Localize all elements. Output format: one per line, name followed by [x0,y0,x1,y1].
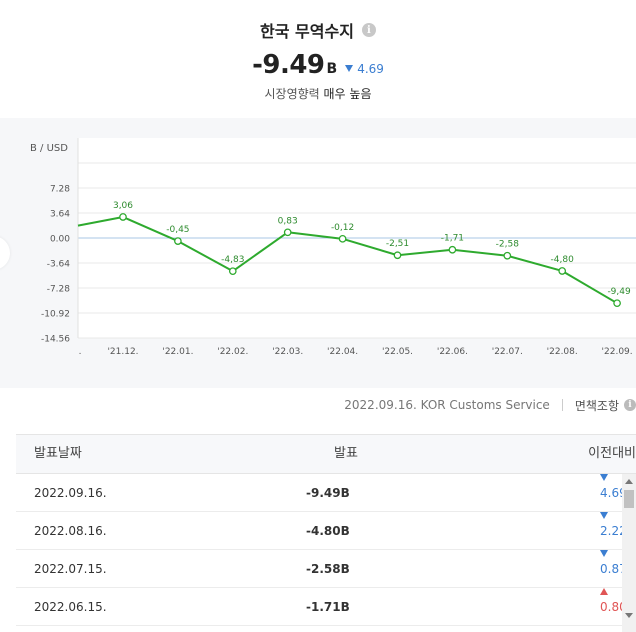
table-row: 2022.06.15. -1.71B 0.80 [16,588,636,626]
row-value: -2.58B [306,562,350,576]
down-arrow-icon [600,474,608,481]
data-label: -0,45 [166,225,189,235]
data-point [503,251,512,260]
x-tick-label: '22.03. [272,347,303,357]
data-label: -4,83 [221,255,244,265]
row-date: 2022.07.15. [34,562,107,576]
y-tick-label: -3.64 [47,260,71,270]
data-point [283,228,292,237]
x-tick-label: '22.01. [162,347,193,357]
data-label: -0,12 [331,223,354,233]
table-row: 2022.08.16. -4.80B 2.22 [16,512,636,550]
divider [561,399,563,411]
y-axis-label: B / USD [30,143,68,154]
row-value: -1.71B [306,600,350,614]
data-point [613,299,621,308]
y-tick-label: 7.28 [50,185,70,195]
row-change-value: 2.22 [600,524,627,538]
trade-balance-chart: B / USD 7.28 3.64 0.00 -3.64 -7.28 -10.92 -14.5… [30,138,636,357]
scroll-thumb[interactable] [624,490,634,508]
data-label: -9,49 [607,287,631,297]
data-label: -2,58 [496,240,520,250]
data-label: -2,51 [386,239,409,249]
y-tick-label: 0.00 [50,235,70,245]
data-label: -4,80 [551,255,575,265]
table-row: 2022.07.15. -2.58B 0.87 [16,550,636,588]
title-row: 한국 무역수지 i [0,18,636,42]
y-tick-label: 3.64 [50,210,70,220]
indicator-header: 한국 무역수지 i -9.49 B 4.69 시장영향력 매우 높음 [0,0,636,118]
data-point [558,267,567,275]
down-arrow-icon [600,550,608,557]
page-title: 한국 무역수지 [260,22,354,41]
y-tick-label: -7.28 [47,285,71,295]
table-header: 발표날짜 발표 이전대비 [16,434,636,474]
down-arrow-icon [600,512,608,519]
row-value: -4.80B [306,524,350,538]
data-point [338,234,347,243]
current-value-row: -9.49 B 4.69 [0,50,636,80]
current-value-unit: B [326,61,338,77]
current-value: -9.49 [252,50,325,80]
row-change-value: 4.69 [600,486,627,500]
x-tick-label: '22.06. [437,347,468,357]
scroll-up-icon[interactable] [625,479,633,484]
table-row: 2022.09.16. -9.49B 4.69 [16,474,636,512]
row-change-value: 0.80 [600,600,627,614]
release-history-table: 발표날짜 발표 이전대비 2022.09.16. -9.49B 4.69 202… [16,434,636,626]
data-label: -1,71 [441,234,464,244]
row-value: -9.49B [306,486,350,500]
table-scrollbar[interactable] [622,474,636,632]
source-text: 2022.09.16. KOR Customs Service [344,398,550,412]
scroll-down-icon[interactable] [625,613,633,618]
impact-label: 시장영향력 [264,87,320,101]
data-point [393,251,402,260]
y-tick-label: -10.92 [41,310,70,320]
data-point [228,267,237,276]
data-point [174,237,182,245]
data-label: 3,06 [113,201,133,211]
down-arrow-icon [345,65,354,72]
row-change-value: 0.87 [600,562,627,576]
header-change: 이전대비 [588,446,636,461]
info-icon[interactable]: i [361,23,376,37]
x-tick-label: '22.02. [217,347,248,357]
up-arrow-icon [600,588,608,595]
header-date: 발표날짜 [34,446,82,461]
row-date: 2022.08.16. [34,524,107,538]
header-value: 발표 [334,446,358,461]
chart-area: B / USD 7.28 3.64 0.00 -3.64 -7.28 -10.92 -14.5… [0,118,636,388]
row-date: 2022.06.15. [34,600,107,614]
info-icon[interactable]: i [624,399,636,411]
row-date: 2022.09.16. [34,486,107,500]
x-tick-label: '22.04. [327,347,358,357]
source-row: 2022.09.16. KOR Customs Service 면책조항 i [0,396,636,414]
data-label: 0,83 [278,216,298,226]
x-tick-label: '22.09. [602,347,633,357]
impact-value: 매우 높음 [323,87,372,101]
x-tick-label: '22.05. [382,347,413,357]
disclaimer-link[interactable]: 면책조항 [574,398,619,413]
change-value: 4.69 [357,62,384,76]
data-point [448,245,457,254]
x-tick-label: '22.07. [492,347,523,357]
x-tick-label: . [79,347,82,357]
x-tick-label: '21.12. [107,347,138,357]
y-tick-label: -14.56 [41,335,70,345]
x-tick-label: '22.08. [547,347,578,357]
market-impact: 시장영향력 매우 높음 [0,85,636,102]
data-point [119,213,127,221]
change-badge: 4.69 [345,62,384,76]
chart-scroll-handle[interactable] [0,236,10,270]
